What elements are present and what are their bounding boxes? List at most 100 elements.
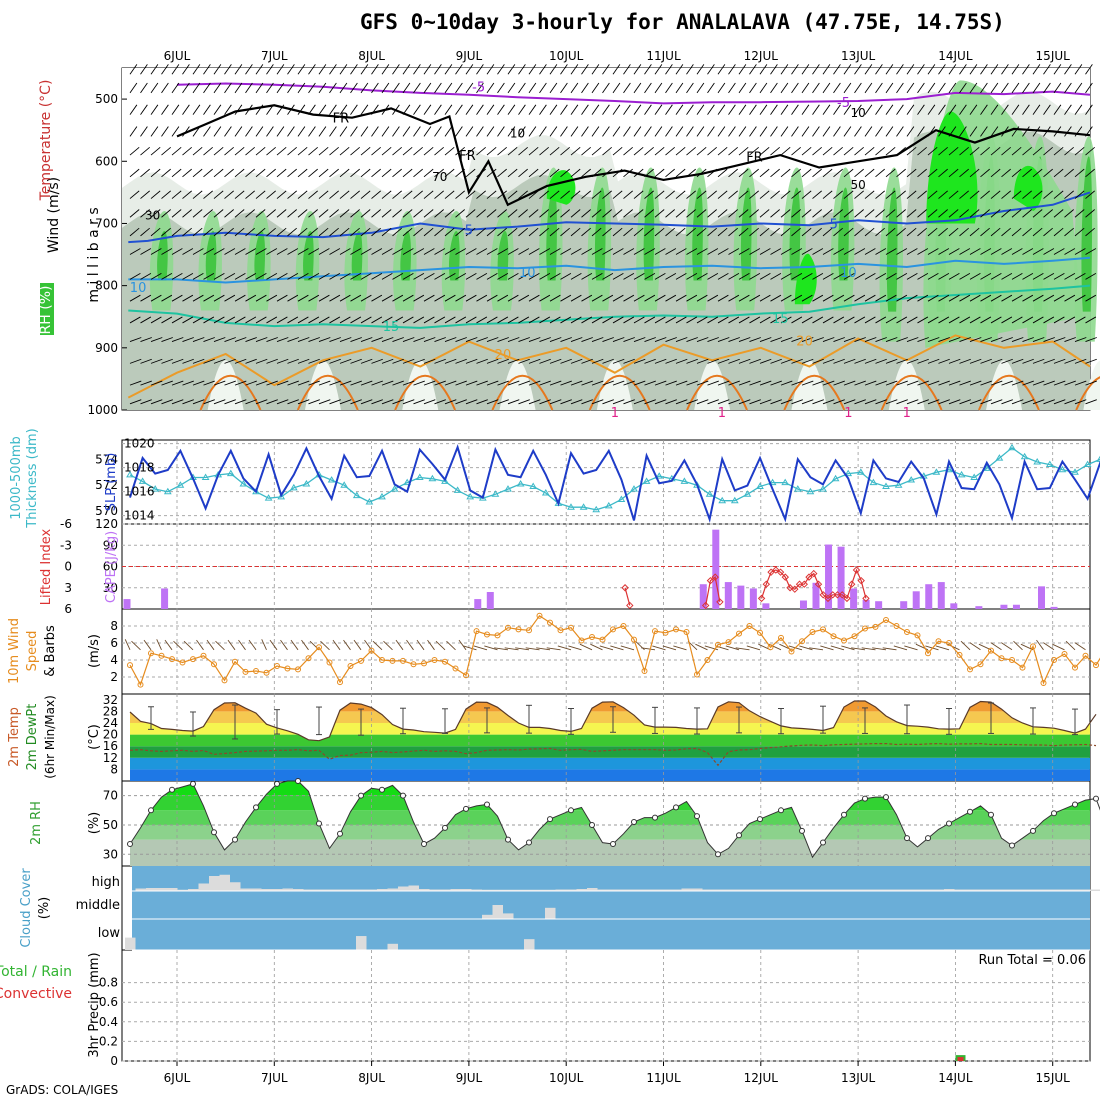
freezing-label: FR — [746, 150, 763, 165]
wind-barb — [539, 273, 551, 280]
pressure-tick-label: 600 — [95, 154, 118, 168]
wind-barb — [518, 316, 530, 324]
rh-tick-label: 70 — [103, 789, 118, 803]
chart-title: GFS 0~10day 3-hourly for ANALALAVA (47.7… — [360, 10, 1005, 34]
wind-barb — [602, 337, 614, 343]
wind-barb — [1043, 209, 1053, 218]
cape-bar — [486, 592, 494, 609]
wind-barb — [455, 337, 467, 343]
wind-barb — [413, 248, 425, 255]
wind-barb — [213, 104, 222, 115]
li-point — [762, 580, 771, 588]
wind-barb — [1085, 273, 1097, 280]
wind-barb — [539, 380, 551, 386]
wind-barb — [318, 190, 329, 199]
wind-barb — [1074, 209, 1085, 218]
wind-barb — [864, 227, 875, 237]
wind-barb — [738, 190, 749, 199]
wind-barb — [150, 294, 162, 302]
wind-barb — [581, 209, 591, 218]
wind-barb — [980, 358, 992, 364]
wind-barb — [129, 82, 138, 94]
wind-barb — [287, 316, 299, 324]
wind-barb — [308, 337, 320, 343]
wind-barb — [161, 248, 173, 255]
wind-speed-point — [746, 623, 753, 629]
isotherm-25 — [588, 375, 651, 411]
wind-barb — [654, 248, 666, 255]
wind-barb — [602, 126, 610, 137]
thickness-point — [491, 490, 500, 497]
wind-barb — [969, 248, 981, 255]
wind-barb — [371, 358, 383, 364]
wind-barb — [938, 209, 948, 218]
rh-point — [820, 839, 826, 846]
wind-barb — [486, 380, 499, 386]
rh-dry-pocket — [304, 360, 341, 410]
wind-barb — [318, 337, 331, 343]
wind-barb — [192, 126, 201, 137]
wind-barb — [486, 104, 495, 115]
wind-barb — [560, 146, 570, 156]
wind-barb — [938, 399, 950, 405]
wind-barb — [602, 168, 612, 178]
wind-barb — [675, 248, 687, 255]
precip-tick-label: 0.8 — [99, 976, 118, 990]
wind-barb — [581, 316, 593, 324]
wind-barb — [990, 146, 1001, 156]
wind-barb — [749, 209, 759, 218]
wind-barb — [171, 399, 184, 405]
wind-barb — [1022, 273, 1034, 280]
cape-bar — [825, 544, 833, 609]
wind-barb — [1053, 337, 1066, 343]
wind-speed-point — [179, 659, 186, 666]
cloud-cell — [177, 889, 188, 891]
wind-barb — [644, 126, 652, 137]
wind-barb — [549, 399, 562, 405]
wind-barb — [801, 168, 812, 178]
wind-barb — [192, 64, 201, 75]
wind-barb — [917, 380, 929, 386]
rh-contour-label: 50 — [850, 178, 865, 192]
li-point — [829, 591, 837, 599]
wind-barb — [1085, 64, 1093, 75]
wind-barb — [486, 316, 498, 324]
thickness-tick-label: 570 — [95, 504, 118, 518]
rh-core — [546, 170, 576, 205]
wind-barb — [654, 273, 666, 280]
wind-barb — [213, 146, 224, 156]
wind-barb — [213, 190, 224, 199]
wind-barb — [749, 190, 759, 199]
surface-wind-barb — [143, 639, 152, 651]
wind-barb — [938, 337, 950, 343]
rh-point — [1051, 810, 1057, 817]
cloud-cell — [387, 943, 398, 950]
wind-barb — [917, 248, 929, 255]
wind-barb — [843, 294, 855, 302]
wind-barb — [686, 380, 698, 386]
thickness-point — [756, 482, 764, 490]
cape-bar — [799, 600, 807, 609]
wind-barb — [770, 380, 782, 386]
wind-barb — [780, 273, 792, 280]
wind-barb — [234, 209, 245, 218]
wind-barb — [864, 64, 873, 75]
wind-barb — [948, 337, 961, 343]
wind-barb — [791, 358, 803, 364]
wind-barb — [1022, 358, 1034, 364]
wind-barb — [612, 190, 623, 199]
wind-barb — [1064, 337, 1076, 343]
wind-barb — [1064, 126, 1072, 137]
wind-barb — [255, 104, 264, 115]
wind-barb — [917, 399, 929, 405]
wind-barb — [990, 209, 1001, 218]
wind-barb — [780, 82, 789, 94]
isotherm-25 — [394, 375, 457, 411]
wind-barb — [854, 209, 864, 218]
date-tick-label-top: 7JUL — [261, 49, 288, 63]
thickness-point — [390, 485, 399, 492]
wind-barb — [843, 399, 856, 405]
date-tick-label-bottom: 13JUL — [841, 1071, 876, 1085]
